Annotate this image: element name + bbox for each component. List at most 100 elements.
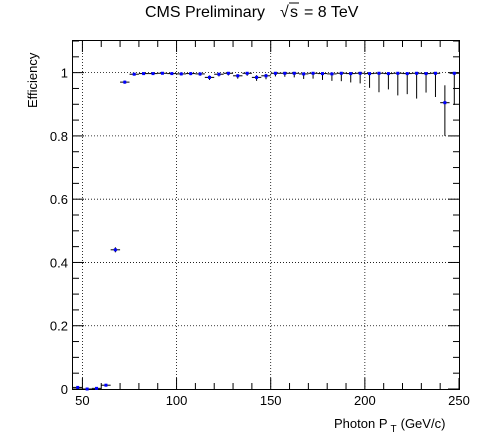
point-marker <box>443 101 447 105</box>
y-tick-label: 0 <box>61 382 68 397</box>
data-point <box>204 75 215 80</box>
point-marker <box>85 387 89 391</box>
data-point <box>167 72 177 76</box>
data-point <box>91 386 102 390</box>
point-marker <box>405 72 409 76</box>
data-point <box>280 71 290 77</box>
data-point <box>317 72 328 80</box>
y-tick-label: 0.4 <box>50 255 68 270</box>
point-marker <box>396 71 400 75</box>
data-point <box>336 71 347 82</box>
point-marker <box>368 72 372 76</box>
point-marker <box>339 71 343 75</box>
x-tick-label: 200 <box>354 393 376 408</box>
data-point <box>110 247 121 253</box>
data-point <box>298 72 309 79</box>
point-marker <box>245 71 249 75</box>
chart-title-prefix: CMS Preliminary <box>145 4 265 21</box>
data-point <box>346 72 356 83</box>
point-marker <box>95 386 99 390</box>
point-marker <box>179 72 183 76</box>
data-point <box>449 71 459 105</box>
point-marker <box>142 72 146 76</box>
data-point <box>129 72 139 76</box>
data-point <box>383 72 394 90</box>
point-marker <box>189 72 193 76</box>
x-axis-label: Photon P T (GeV/c) <box>334 416 445 435</box>
x-tick-label: 250 <box>448 393 470 408</box>
point-marker <box>273 71 277 75</box>
point-marker <box>358 71 362 75</box>
point-marker <box>113 248 117 252</box>
y-tick-labels: 0 0.2 0.4 0.6 0.8 1 <box>50 66 68 397</box>
point-marker <box>433 71 437 75</box>
data-point <box>402 72 412 95</box>
axis-ticks <box>73 40 460 390</box>
data-point <box>82 387 92 391</box>
point-marker <box>292 71 296 75</box>
plot-frame <box>72 40 460 390</box>
y-axis-label: Efficiency <box>25 52 40 108</box>
point-marker <box>255 75 259 79</box>
data-point <box>138 72 149 76</box>
data-point <box>223 71 234 76</box>
data-point <box>411 71 422 99</box>
data-point <box>176 72 186 76</box>
data-point <box>242 71 252 76</box>
y-tick-label: 1 <box>61 66 68 81</box>
point-marker <box>311 71 315 75</box>
data-point <box>157 71 168 75</box>
point-marker <box>160 71 164 75</box>
point-marker <box>198 72 202 76</box>
point-marker <box>170 72 174 76</box>
point-marker <box>320 72 324 76</box>
y-gridlines <box>73 72 459 327</box>
y-tick-label: 0.6 <box>50 192 68 207</box>
x-tick-label: 150 <box>260 393 282 408</box>
point-marker <box>76 385 80 389</box>
data-point <box>308 71 318 79</box>
data-point <box>364 72 375 88</box>
data-point <box>327 72 337 81</box>
data-point <box>430 71 441 97</box>
point-marker <box>349 72 353 76</box>
data-point <box>214 72 224 77</box>
data-point <box>440 85 450 136</box>
point-marker <box>264 74 268 78</box>
point-marker <box>302 72 306 76</box>
point-marker <box>452 71 456 75</box>
data-point <box>374 71 384 93</box>
data-point <box>73 385 83 389</box>
point-marker <box>386 72 390 76</box>
data-point <box>251 75 262 81</box>
y-tick-label: 0.2 <box>50 319 68 334</box>
data-point <box>261 73 271 80</box>
point-marker <box>415 71 419 75</box>
y-tick-label: 0.8 <box>50 129 68 144</box>
x-tick-label: 100 <box>166 393 188 408</box>
point-marker <box>123 80 127 84</box>
point-marker <box>104 383 108 387</box>
data-point <box>270 71 281 77</box>
point-marker <box>424 72 428 76</box>
point-marker <box>208 75 212 79</box>
point-marker <box>151 72 155 76</box>
data-points <box>73 71 459 391</box>
point-marker <box>377 71 381 75</box>
chart-title-sqrt-var: s <box>290 4 298 21</box>
data-point <box>185 72 196 76</box>
point-marker <box>330 72 334 76</box>
point-marker <box>217 72 221 76</box>
data-point <box>233 74 243 79</box>
data-point <box>393 71 403 96</box>
data-point <box>148 72 158 76</box>
data-point <box>289 71 299 78</box>
x-gridlines <box>82 41 366 389</box>
data-point <box>195 72 205 76</box>
point-marker <box>132 72 136 76</box>
point-marker <box>283 71 287 75</box>
data-point <box>421 72 431 93</box>
x-axis-label-unit: (GeV/c) <box>401 416 446 431</box>
data-point <box>101 383 111 387</box>
